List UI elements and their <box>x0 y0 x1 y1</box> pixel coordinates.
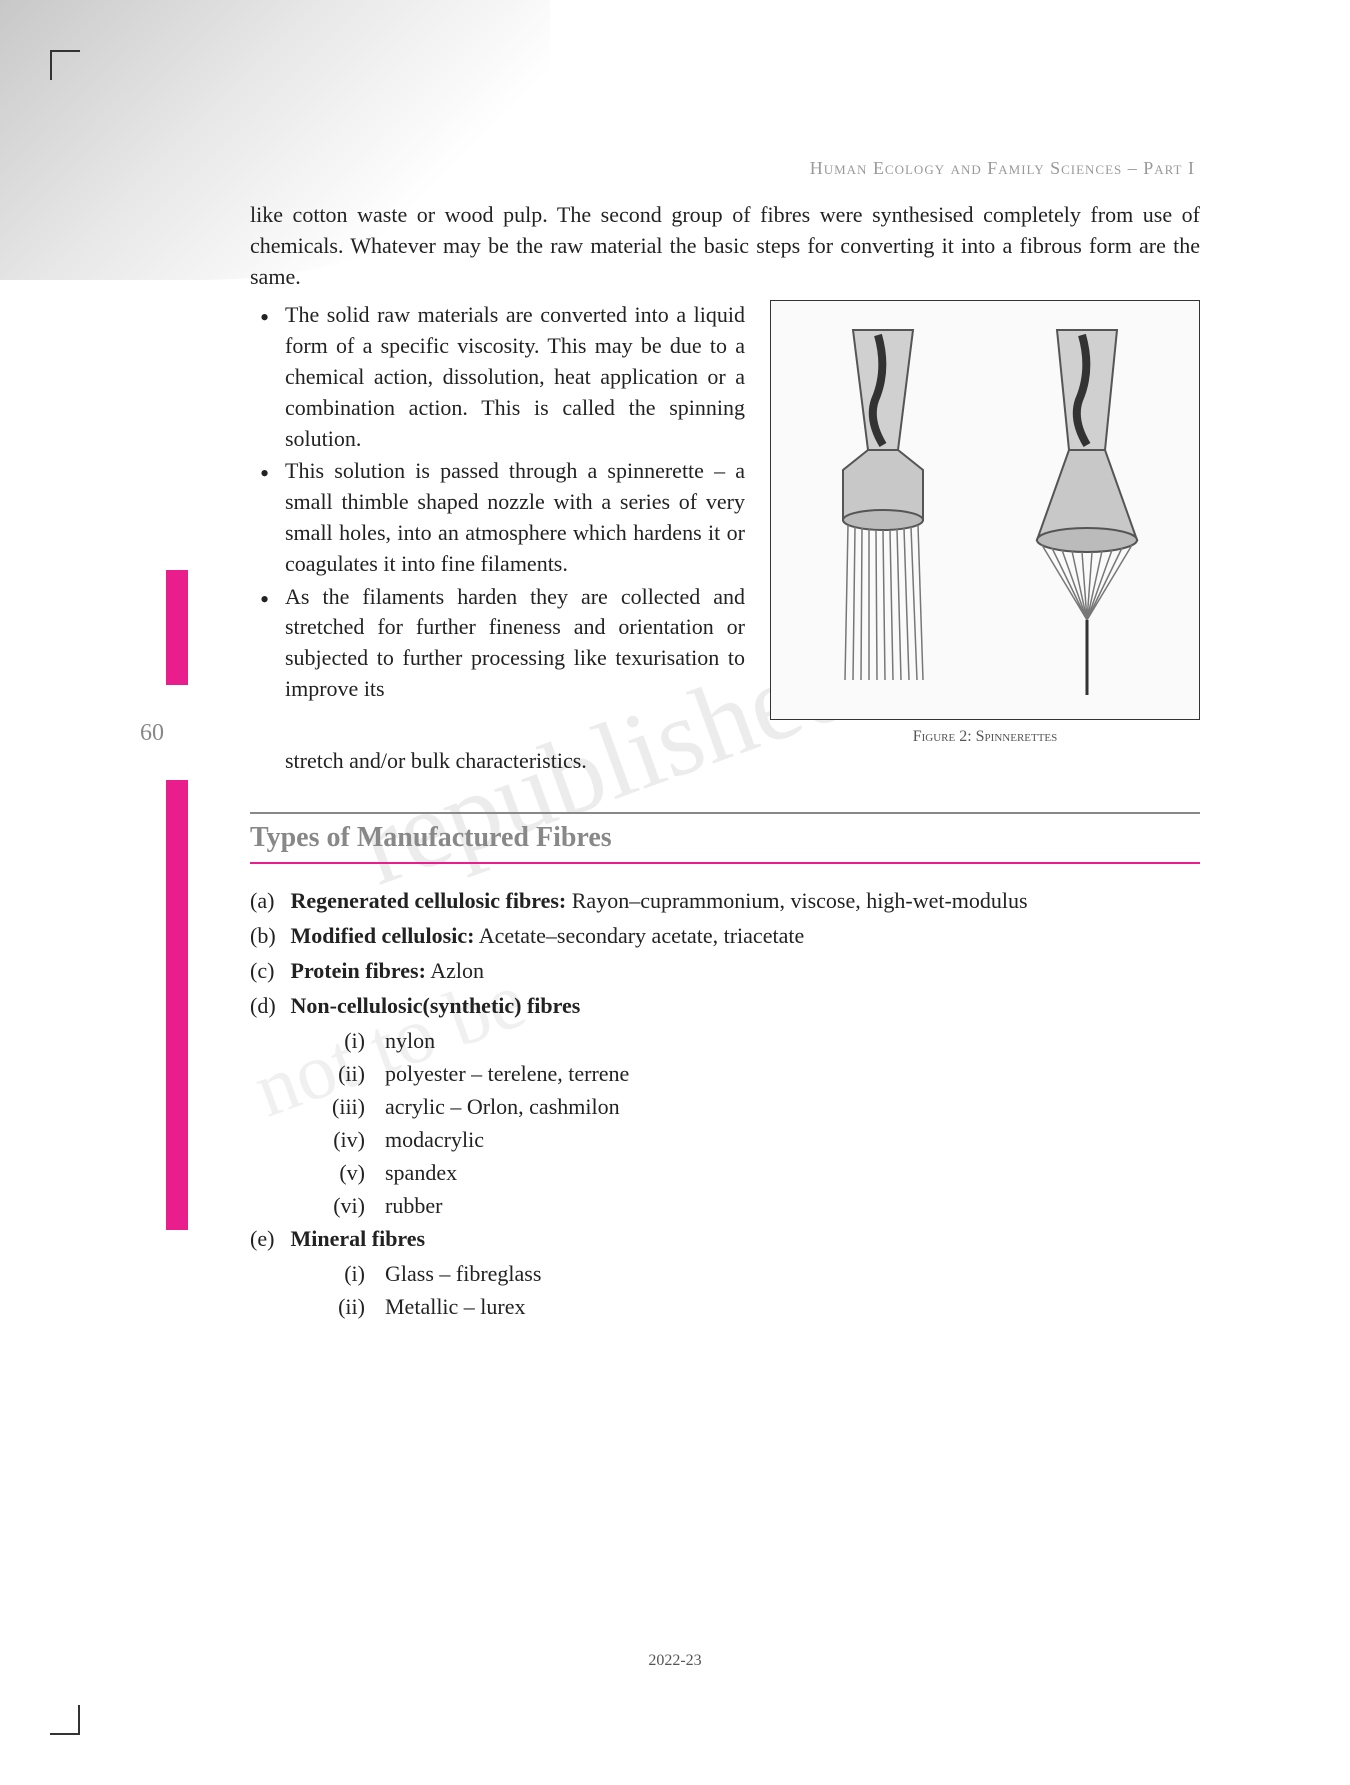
sub-text: Glass – fibreglass <box>385 1257 541 1290</box>
side-accent-bar-top <box>166 570 188 685</box>
crop-mark-bl <box>50 1705 80 1735</box>
text-column: The solid raw materials are converted in… <box>250 300 745 746</box>
figure-caption: Figure 2: Spinnerettes <box>770 728 1200 746</box>
bullet-item: The solid raw materials are converted in… <box>250 300 745 454</box>
crop-mark-tl <box>50 50 80 80</box>
figure-column: Figure 2: Spinnerettes <box>770 300 1200 746</box>
sub-item: (iii)acrylic – Orlon, cashmilon <box>325 1090 1200 1123</box>
sub-roman: (i) <box>325 1257 385 1290</box>
section-heading: Types of Manufactured Fibres <box>250 812 1200 864</box>
bullet-continuation: stretch and/or bulk characteristics. <box>250 746 1200 777</box>
bullet-item: As the filaments harden they are collect… <box>250 582 745 705</box>
sub-item: (ii)Metallic – lurex <box>325 1290 1200 1323</box>
fibre-text: Rayon–cuprammonium, viscose, high-wet-mo… <box>566 888 1027 913</box>
spinnerette-right-icon <box>997 320 1177 700</box>
fibre-item-e: (e) Mineral fibres <box>250 1222 1200 1255</box>
sub-roman: (i) <box>325 1024 385 1057</box>
intro-paragraph: like cotton waste or wood pulp. The seco… <box>250 200 1200 292</box>
sub-item: (i)nylon <box>325 1024 1200 1057</box>
page-number: 60 <box>140 720 164 747</box>
sub-text: spandex <box>385 1156 457 1189</box>
sub-text: rubber <box>385 1189 442 1222</box>
side-accent-bar-bottom <box>166 780 188 1230</box>
fibre-label: (e) <box>250 1222 285 1255</box>
fibre-bold: Regenerated cellulosic fibres: <box>291 888 567 913</box>
sub-text: nylon <box>385 1024 435 1057</box>
bullet-list: The solid raw materials are converted in… <box>250 300 745 704</box>
sub-text: acrylic – Orlon, cashmilon <box>385 1090 620 1123</box>
synthetic-sublist: (i)nylon (ii)polyester – terelene, terre… <box>325 1024 1200 1222</box>
sub-roman: (iii) <box>325 1090 385 1123</box>
fibre-bold: Protein fibres: <box>291 958 426 983</box>
fibre-bold: Modified cellulosic: <box>291 923 475 948</box>
sub-roman: (iv) <box>325 1123 385 1156</box>
fibre-bold: Non-cellulosic(synthetic) fibres <box>291 993 581 1018</box>
fibre-text: Azlon <box>426 958 484 983</box>
fibre-text: Acetate–secondary acetate, triacetate <box>474 923 804 948</box>
fibre-item-c: (c) Protein fibres: Azlon <box>250 954 1200 987</box>
fibre-bold: Mineral fibres <box>291 1226 426 1251</box>
sub-item: (iv)modacrylic <box>325 1123 1200 1156</box>
sub-item: (ii)polyester – terelene, terrene <box>325 1057 1200 1090</box>
figure-spinnerettes <box>770 300 1200 720</box>
fibre-item-a: (a) Regenerated cellulosic fibres: Rayon… <box>250 884 1200 917</box>
sub-text: Metallic – lurex <box>385 1290 526 1323</box>
main-content: like cotton waste or wood pulp. The seco… <box>250 200 1200 1323</box>
sub-text: polyester – terelene, terrene <box>385 1057 629 1090</box>
bullet-item: This solution is passed through a spinne… <box>250 456 745 579</box>
sub-text: modacrylic <box>385 1123 484 1156</box>
fibre-label: (d) <box>250 989 285 1022</box>
sub-roman: (ii) <box>325 1290 385 1323</box>
sub-roman: (v) <box>325 1156 385 1189</box>
spinnerette-left-icon <box>793 320 973 700</box>
sub-roman: (ii) <box>325 1057 385 1090</box>
two-column-layout: The solid raw materials are converted in… <box>250 300 1200 746</box>
fibre-item-d: (d) Non-cellulosic(synthetic) fibres <box>250 989 1200 1022</box>
fibre-label: (b) <box>250 919 285 952</box>
sub-roman: (vi) <box>325 1189 385 1222</box>
sub-item: (vi)rubber <box>325 1189 1200 1222</box>
fibre-item-b: (b) Modified cellulosic: Acetate–seconda… <box>250 919 1200 952</box>
mineral-sublist: (i)Glass – fibreglass (ii)Metallic – lur… <box>325 1257 1200 1323</box>
sub-item: (i)Glass – fibreglass <box>325 1257 1200 1290</box>
running-header: Human Ecology and Family Sciences – Part… <box>810 158 1195 179</box>
footer-year: 2022-23 <box>0 1652 1350 1670</box>
fibre-types-list: (a) Regenerated cellulosic fibres: Rayon… <box>250 884 1200 1323</box>
sub-item: (v)spandex <box>325 1156 1200 1189</box>
fibre-label: (a) <box>250 884 285 917</box>
fibre-label: (c) <box>250 954 285 987</box>
